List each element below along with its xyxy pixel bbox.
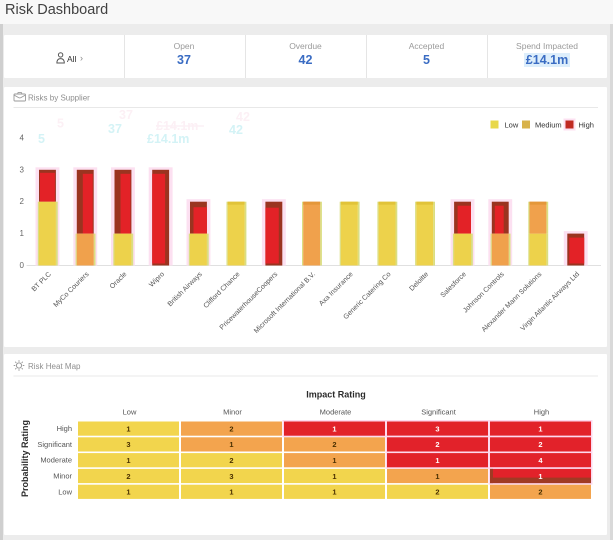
svg-text:1: 1 bbox=[229, 488, 233, 497]
svg-text:2: 2 bbox=[332, 440, 336, 449]
svg-text:2: 2 bbox=[435, 488, 439, 497]
svg-text:Risks by Supplier: Risks by Supplier bbox=[28, 94, 90, 103]
svg-text:Minor: Minor bbox=[53, 472, 72, 481]
svg-text:1: 1 bbox=[20, 229, 25, 238]
svg-text:1: 1 bbox=[538, 424, 542, 433]
svg-text:2: 2 bbox=[229, 424, 233, 433]
svg-text:2: 2 bbox=[538, 488, 542, 497]
svg-text:1: 1 bbox=[332, 456, 336, 465]
svg-text:1: 1 bbox=[126, 488, 130, 497]
svg-text:Wipro: Wipro bbox=[148, 271, 166, 289]
svg-text:Moderate: Moderate bbox=[40, 456, 72, 465]
svg-text:Low: Low bbox=[58, 487, 72, 496]
svg-text:3: 3 bbox=[435, 424, 439, 433]
svg-text:2: 2 bbox=[538, 440, 542, 449]
svg-text:High: High bbox=[579, 121, 594, 130]
svg-text:BT PLC: BT PLC bbox=[31, 271, 53, 293]
svg-text:0: 0 bbox=[20, 261, 25, 270]
svg-text:MyCo Couriers: MyCo Couriers bbox=[53, 271, 91, 309]
svg-text:3: 3 bbox=[229, 472, 233, 481]
svg-text:Salesforce: Salesforce bbox=[440, 271, 468, 299]
svg-text:1: 1 bbox=[126, 424, 130, 433]
svg-text:Axa Insurance: Axa Insurance bbox=[318, 271, 355, 308]
svg-text:37: 37 bbox=[108, 122, 122, 136]
svg-text:Alexander Mann Solutions: Alexander Mann Solutions bbox=[481, 271, 544, 334]
svg-text:4: 4 bbox=[20, 133, 25, 142]
svg-text:2: 2 bbox=[229, 456, 233, 465]
svg-text:Impact Rating: Impact Rating bbox=[306, 390, 366, 400]
svg-text:Significant: Significant bbox=[421, 408, 457, 417]
svg-text:1: 1 bbox=[435, 456, 439, 465]
svg-text:Oracle: Oracle bbox=[109, 271, 129, 291]
svg-text:2: 2 bbox=[126, 472, 130, 481]
svg-text:1: 1 bbox=[332, 488, 336, 497]
svg-text:British Airways: British Airways bbox=[167, 271, 204, 308]
svg-text:2: 2 bbox=[20, 197, 25, 206]
svg-text:Probability Rating: Probability Rating bbox=[20, 420, 30, 497]
svg-text:42: 42 bbox=[236, 110, 250, 124]
svg-text:High: High bbox=[57, 424, 72, 433]
svg-text:1: 1 bbox=[435, 472, 439, 481]
svg-text:Risk Heat Map: Risk Heat Map bbox=[28, 362, 81, 371]
svg-text:4: 4 bbox=[538, 456, 543, 465]
svg-text:Clifford Chance: Clifford Chance bbox=[203, 271, 242, 310]
svg-text:1: 1 bbox=[538, 472, 542, 481]
svg-text:42: 42 bbox=[229, 123, 243, 137]
svg-text:5: 5 bbox=[38, 132, 45, 146]
svg-text:37: 37 bbox=[119, 108, 133, 122]
svg-text:£14.1m: £14.1m bbox=[147, 132, 189, 146]
svg-text:Microsoft International B.V.: Microsoft International B.V. bbox=[253, 271, 317, 335]
svg-text:3: 3 bbox=[20, 165, 25, 174]
svg-text:1: 1 bbox=[126, 456, 130, 465]
svg-text:Johnson Controls: Johnson Controls bbox=[462, 271, 506, 315]
svg-text:High: High bbox=[534, 408, 549, 417]
svg-text:5: 5 bbox=[57, 117, 64, 131]
svg-text:Significant: Significant bbox=[37, 440, 73, 449]
svg-text:Minor: Minor bbox=[223, 408, 242, 417]
svg-text:Low: Low bbox=[123, 408, 137, 417]
svg-text:2: 2 bbox=[435, 440, 439, 449]
svg-text:Deloitte: Deloitte bbox=[408, 271, 430, 293]
svg-text:Medium: Medium bbox=[535, 121, 562, 130]
svg-text:1: 1 bbox=[332, 424, 336, 433]
svg-text:Moderate: Moderate bbox=[320, 408, 352, 417]
svg-text:Low: Low bbox=[505, 121, 519, 130]
svg-text:1: 1 bbox=[229, 440, 233, 449]
svg-text:3: 3 bbox=[126, 440, 130, 449]
svg-text:1: 1 bbox=[332, 472, 336, 481]
